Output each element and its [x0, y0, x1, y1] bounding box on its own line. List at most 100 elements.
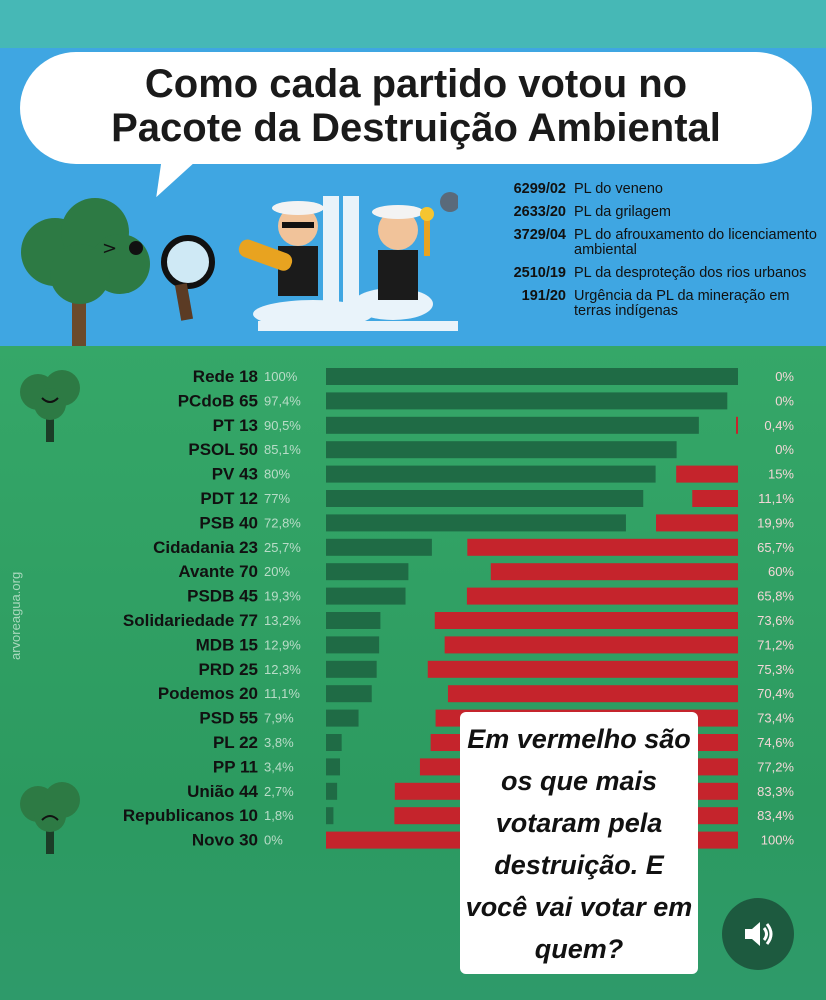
legend: 6299/02 PL do veneno 2633/20 PL da grilage… — [490, 182, 820, 327]
title-line-2: Pacote da Destruição Ambiental — [111, 106, 721, 150]
party-label: PDT 12 — [200, 489, 258, 508]
green-value-label: 90,5% — [264, 418, 301, 433]
green-value-label: 100% — [264, 369, 298, 384]
legend-code: 6299/02 — [513, 181, 566, 197]
green-bar — [326, 563, 409, 581]
green-bar — [326, 636, 380, 654]
green-bar — [326, 660, 377, 678]
red-bar — [736, 416, 738, 434]
legend-desc: PL do afrouxamento do licenciamento ambi… — [574, 227, 817, 258]
green-value-label: 97,4% — [264, 393, 301, 408]
bar-chart: Rede 18 100% 0% PCdoB 65 97,4% 0% PT 13 90,5% 0,… — [123, 367, 795, 850]
green-value-label: 20% — [264, 564, 290, 579]
red-bar — [656, 514, 738, 532]
red-value-label: 0% — [775, 442, 794, 457]
sound-button[interactable] — [722, 898, 794, 970]
legend-desc: PL do veneno — [574, 181, 663, 197]
party-label: PCdoB 65 — [178, 391, 258, 410]
party-label: União 44 — [187, 782, 258, 801]
red-value-label: 71,2% — [757, 637, 794, 652]
green-bar — [326, 685, 372, 703]
legend-desc: Urgência da PL da mineração em terras in… — [574, 288, 790, 319]
party-label: PSOL 50 — [188, 440, 258, 459]
party-label: PP 11 — [213, 757, 258, 776]
legend-item: 2510/19 PL da desproteção dos rios urbano… — [490, 266, 820, 281]
tree-angry-icon — [20, 782, 80, 854]
green-value-label: 3,8% — [264, 735, 294, 750]
party-label: PV 43 — [212, 465, 258, 484]
red-bar — [434, 612, 738, 629]
magnifier-icon — [161, 235, 215, 321]
party-label: PRD 25 — [198, 660, 258, 679]
svg-text:>: > — [102, 238, 117, 259]
legend-code: 2510/19 — [513, 265, 566, 281]
annotation-note: Em vermelho são os que mais votaram pela… — [460, 712, 698, 974]
green-bar — [326, 758, 341, 776]
title-line-1: Como cada partido votou no — [144, 62, 688, 106]
green-bar — [326, 392, 728, 410]
red-value-label: 15% — [768, 467, 794, 482]
party-label: Rede 18 — [193, 367, 258, 386]
red-value-label: 11,1% — [758, 491, 794, 506]
red-bar — [467, 538, 738, 556]
green-value-label: 85,1% — [264, 442, 301, 457]
red-bar — [692, 490, 738, 507]
green-bar — [326, 441, 677, 459]
red-bar — [444, 636, 738, 654]
green-bar — [326, 416, 699, 434]
green-value-label: 80% — [264, 467, 290, 482]
party-label: PSB 40 — [199, 513, 258, 532]
legend-item: 191/20 Urgência da PL da mineração em ter… — [490, 289, 820, 319]
red-value-label: 83,3% — [757, 784, 794, 799]
legend-code: 3729/04 — [513, 227, 566, 243]
red-value-label: 0,4% — [764, 418, 794, 433]
green-bar — [326, 807, 334, 825]
green-value-label: 0% — [264, 833, 283, 848]
red-value-label: 100% — [761, 833, 795, 848]
red-bar — [676, 465, 738, 483]
party-label: Avante 70 — [178, 562, 258, 581]
legend-desc: PL da desproteção dos rios urbanos — [574, 265, 807, 281]
speaker-icon — [745, 922, 773, 946]
red-value-label: 0% — [775, 369, 794, 384]
green-value-label: 1,8% — [264, 808, 294, 823]
legend-code: 2633/20 — [513, 204, 566, 220]
green-value-label: 12,9% — [264, 637, 301, 652]
green-value-label: 12,3% — [264, 662, 301, 677]
red-value-label: 0% — [775, 393, 794, 408]
tree-small-happy-icon — [20, 370, 80, 442]
red-value-label: 73,4% — [757, 711, 794, 726]
party-label: MDB 15 — [196, 635, 258, 654]
party-label: Novo 30 — [192, 831, 258, 850]
red-value-label: 65,8% — [757, 589, 794, 604]
green-value-label: 72,8% — [264, 515, 301, 530]
legend-code: 191/20 — [521, 288, 566, 304]
green-bar — [326, 538, 432, 556]
green-value-label: 11,1% — [264, 686, 300, 701]
red-value-label: 70,4% — [757, 686, 794, 701]
party-label: PSD 55 — [199, 709, 258, 728]
red-value-label: 73,6% — [757, 613, 794, 628]
red-value-label: 77,2% — [757, 759, 794, 774]
green-value-label: 77% — [264, 491, 290, 506]
party-label: PSDB 45 — [187, 587, 258, 606]
red-value-label: 83,4% — [757, 808, 794, 823]
red-value-label: 74,6% — [757, 735, 794, 750]
red-bar — [427, 660, 738, 678]
page-title: Como cada partido votou no Pacote da Des… — [20, 52, 812, 150]
red-value-label: 19,9% — [757, 515, 794, 530]
green-value-label: 25,7% — [264, 540, 301, 555]
tree-happy-icon: > — [21, 198, 215, 346]
legend-desc: PL da grilagem — [574, 204, 671, 220]
green-bar — [326, 368, 738, 385]
party-label: Solidariedade 77 — [123, 611, 258, 630]
green-value-label: 19,3% — [264, 589, 301, 604]
red-bar — [490, 563, 738, 581]
green-bar — [326, 782, 338, 800]
green-bar — [326, 734, 342, 751]
green-value-label: 7,9% — [264, 711, 294, 726]
party-label: Podemos 20 — [158, 684, 258, 703]
green-value-label: 3,4% — [264, 759, 294, 774]
party-label: PL 22 — [213, 733, 258, 752]
red-value-label: 60% — [768, 564, 794, 579]
